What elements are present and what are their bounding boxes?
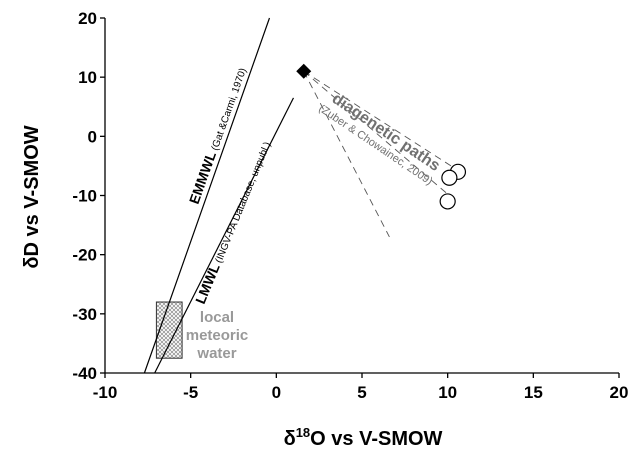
sample-circle-marker [441,169,458,186]
local-meteoric-label-2: meteoric [186,327,249,344]
x-tick-label: 15 [524,383,543,402]
x-tick-label: 20 [610,383,629,402]
x-tick-label: 0 [272,383,281,402]
diagenetic-path-line [303,70,454,199]
lmwl-line [154,97,295,374]
y-tick-label: -10 [72,187,97,206]
x-axis-title: δ18O vs V-SMOW [284,425,443,450]
y-tick-label: 10 [78,68,97,87]
y-tick-label: -30 [72,305,97,324]
y-tick-label: -40 [72,364,97,383]
x-tick-label: -10 [93,383,118,402]
y-axis-title: δD vs V-SMOW [21,125,43,268]
x-tick-label: 10 [438,383,457,402]
x-tick-label: 5 [357,383,366,402]
emmwl-line [143,17,271,374]
local-meteoric-label-3: water [196,345,236,362]
diagenetic-path-line [303,70,452,167]
sample-circle-marker [439,193,456,210]
local-meteoric-label-1: local [200,309,234,326]
emmwl-label: EMMWL (Gat &Carmi, 1970) [186,65,249,206]
y-tick-label: 20 [78,9,97,28]
y-tick-label: -20 [72,246,97,265]
local-meteoric-water-box [155,301,183,359]
source-diamond-marker [296,63,312,79]
diagenetic-paths-label: diagenetic paths [329,90,443,175]
y-tick-label: 0 [88,127,97,146]
x-tick-label: -5 [183,383,198,402]
